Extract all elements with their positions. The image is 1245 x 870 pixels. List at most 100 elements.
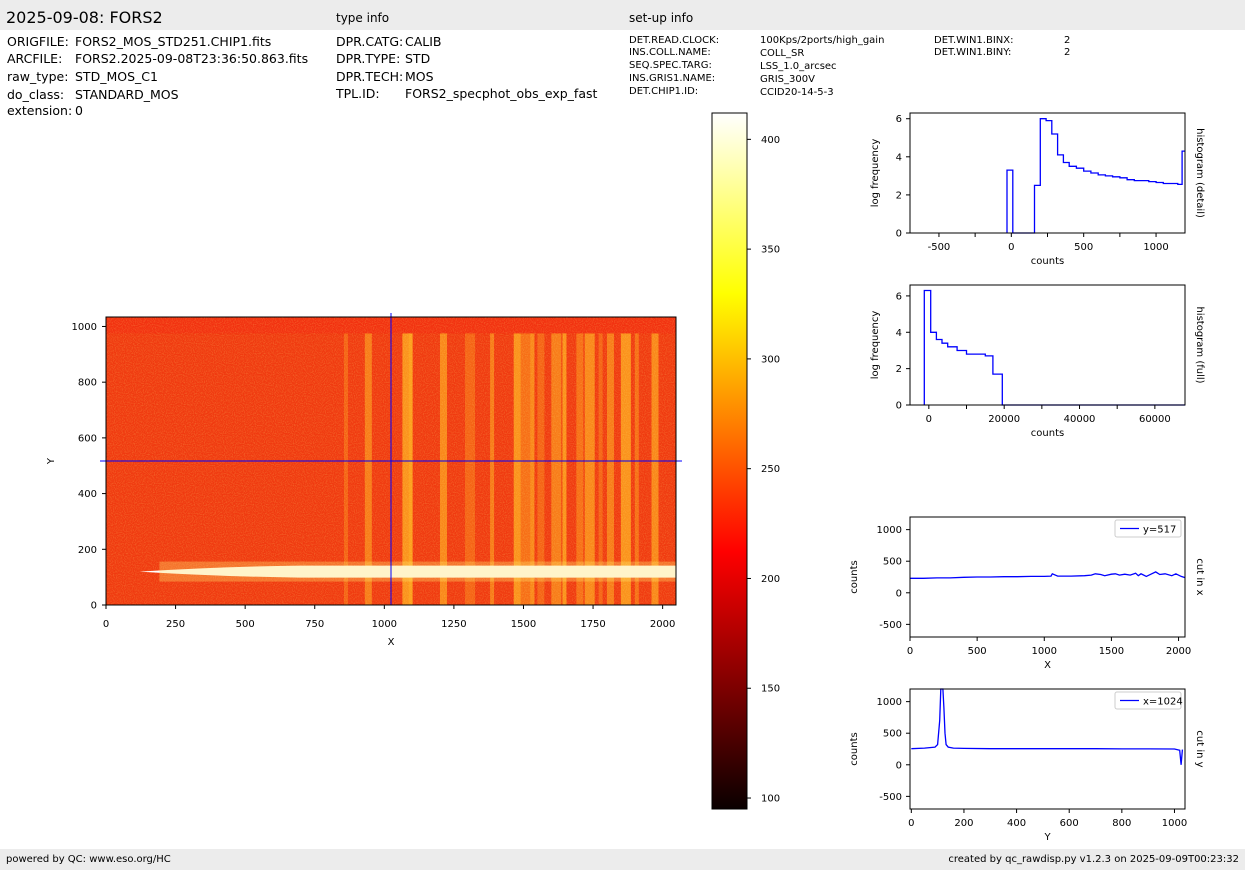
spectrum-glow [159, 561, 676, 582]
type-info-value: STD [405, 51, 431, 66]
y-tick-label: 4 [896, 152, 902, 163]
x-tick-label: 0 [908, 818, 914, 829]
plot-panels: -500 0 500 1000 0 2 4 6 counts log frequency histo… [849, 112, 1205, 843]
page-title: 2025-09-08: FORS2 [6, 8, 163, 27]
setup-info-value: COLL_SR [760, 48, 805, 59]
setup-info-key: DET.CHIP1.ID: [629, 86, 699, 97]
file-info-key: do_class: [7, 87, 65, 102]
x-tick-label: 2000 [1166, 646, 1191, 657]
y-tick-label: 6 [896, 114, 902, 125]
y-tick-label: 0 [896, 760, 902, 771]
setup-info-value: 2 [1064, 47, 1071, 58]
file-info-value: STD_MOS_C1 [75, 69, 158, 84]
x-tick-label: 20000 [988, 414, 1020, 425]
heatmap-image [100, 313, 682, 605]
setup-info-key: INS.GRIS1.NAME: [629, 73, 716, 84]
x-tick-label: 1500 [1099, 646, 1124, 657]
setup-info-key: SEQ.SPEC.TARG: [629, 60, 712, 71]
y-axis-label: log frequency [870, 311, 881, 380]
setup-info-value: LSS_1.0_arcsec [760, 61, 837, 72]
y-tick-label: 200 [78, 545, 97, 556]
file-info-key: raw_type: [7, 69, 69, 84]
x-tick-label: 1250 [441, 619, 466, 630]
x-axis-label: X [388, 637, 395, 648]
plot-frame [909, 516, 1186, 638]
histogram-full-plot: 0 20000 40000 60000 0 2 4 6 counts log frequency h… [870, 284, 1205, 439]
setup-info-key: DET.READ.CLOCK: [629, 35, 720, 46]
x-axis-label: counts [1031, 428, 1064, 439]
y-axis-label: counts [849, 560, 860, 593]
y-tick-label: 600 [78, 433, 97, 444]
colorbar-gradient [711, 112, 748, 810]
y-tick-label: 500 [883, 557, 902, 568]
y-tick-label: 6 [896, 291, 902, 302]
x-axis-label: Y [1043, 832, 1051, 843]
colorbar-tick-label: 400 [761, 135, 780, 146]
series-line [911, 688, 1184, 765]
type-info-key: DPR.TYPE: [336, 51, 401, 66]
x-tick-label: -500 [928, 242, 951, 253]
x-tick-label: 200 [954, 818, 973, 829]
y-tick-label: 0 [896, 588, 902, 599]
series-line [1006, 118, 1185, 234]
x-tick-label: 500 [236, 619, 255, 630]
footer-right: created by qc_rawdisp.py v1.2.3 on 2025-… [948, 854, 1239, 865]
file-info-key: extension: [7, 103, 73, 118]
x-tick-label: 0 [103, 619, 109, 630]
file-info-value: 0 [75, 103, 83, 118]
legend-box [1114, 519, 1182, 538]
x-tick-label: 0 [926, 414, 932, 425]
x-tick-label: 400 [1007, 818, 1026, 829]
y-axis-label: log frequency [870, 139, 881, 208]
series-line [923, 289, 1185, 406]
x-tick-label: 1500 [511, 619, 536, 630]
y-axis-label: Y [46, 457, 57, 465]
y-tick-label: 2 [896, 190, 902, 201]
x-tick-label: 1000 [372, 619, 397, 630]
plot-right-label: cut in y [1194, 730, 1205, 767]
setup-info-value: GRIS_300V [760, 74, 815, 85]
file-info-value: FORS2_MOS_STD251.CHIP1.fits [75, 34, 272, 49]
plot-frame [909, 112, 1186, 234]
y-tick-label: 1000 [877, 525, 902, 536]
type-info-heading: type info [336, 11, 390, 25]
colorbar-tick-label: 300 [761, 354, 780, 365]
y-tick-label: -500 [879, 620, 902, 631]
y-axis-label: counts [849, 732, 860, 765]
spectrum-trace [139, 565, 676, 578]
y-tick-label: 2 [896, 364, 902, 375]
image-frame [105, 316, 677, 606]
colorbar-panel: 100 150 200 250 300 350 400 [711, 112, 780, 810]
y-tick-label: 400 [78, 489, 97, 500]
setup-info-key: DET.WIN1.BINX: [934, 35, 1014, 46]
x-tick-label: 1000 [1032, 646, 1057, 657]
type-info-value: FORS2_specphot_obs_exp_fast [405, 86, 598, 101]
histogram-detail-plot: -500 0 500 1000 0 2 4 6 counts log frequency histo… [870, 112, 1205, 267]
x-tick-label: 1000 [1162, 818, 1187, 829]
colorbar-tick-label: 250 [761, 464, 780, 475]
type-info-key: DPR.CATG: [336, 34, 404, 49]
type-info-value: MOS [405, 69, 434, 84]
y-tick-label: 1000 [72, 322, 97, 333]
setup-info-value: 2 [1064, 35, 1071, 46]
header-bar [0, 0, 1245, 30]
y-tick-label: -500 [879, 792, 902, 803]
x-tick-label: 1000 [1143, 242, 1168, 253]
x-tick-label: 60000 [1139, 414, 1171, 425]
setup-info-value: CCID20-14-5-3 [760, 87, 834, 98]
legend-label: x=1024 [1143, 697, 1183, 708]
x-tick-label: 600 [1060, 818, 1079, 829]
x-tick-label: 40000 [1064, 414, 1096, 425]
setup-info-key: INS.COLL.NAME: [629, 47, 711, 58]
x-axis-label: X [1044, 660, 1051, 671]
x-tick-label: 0 [907, 646, 913, 657]
series-line [910, 571, 1186, 579]
x-tick-label: 750 [305, 619, 324, 630]
setup-info-value: 100Kps/2ports/high_gain [760, 35, 885, 46]
colorbar-tick-label: 150 [761, 684, 780, 695]
colorbar-tick-label: 100 [761, 794, 780, 805]
x-tick-label: 500 [1074, 242, 1093, 253]
y-tick-label: 1000 [877, 697, 902, 708]
